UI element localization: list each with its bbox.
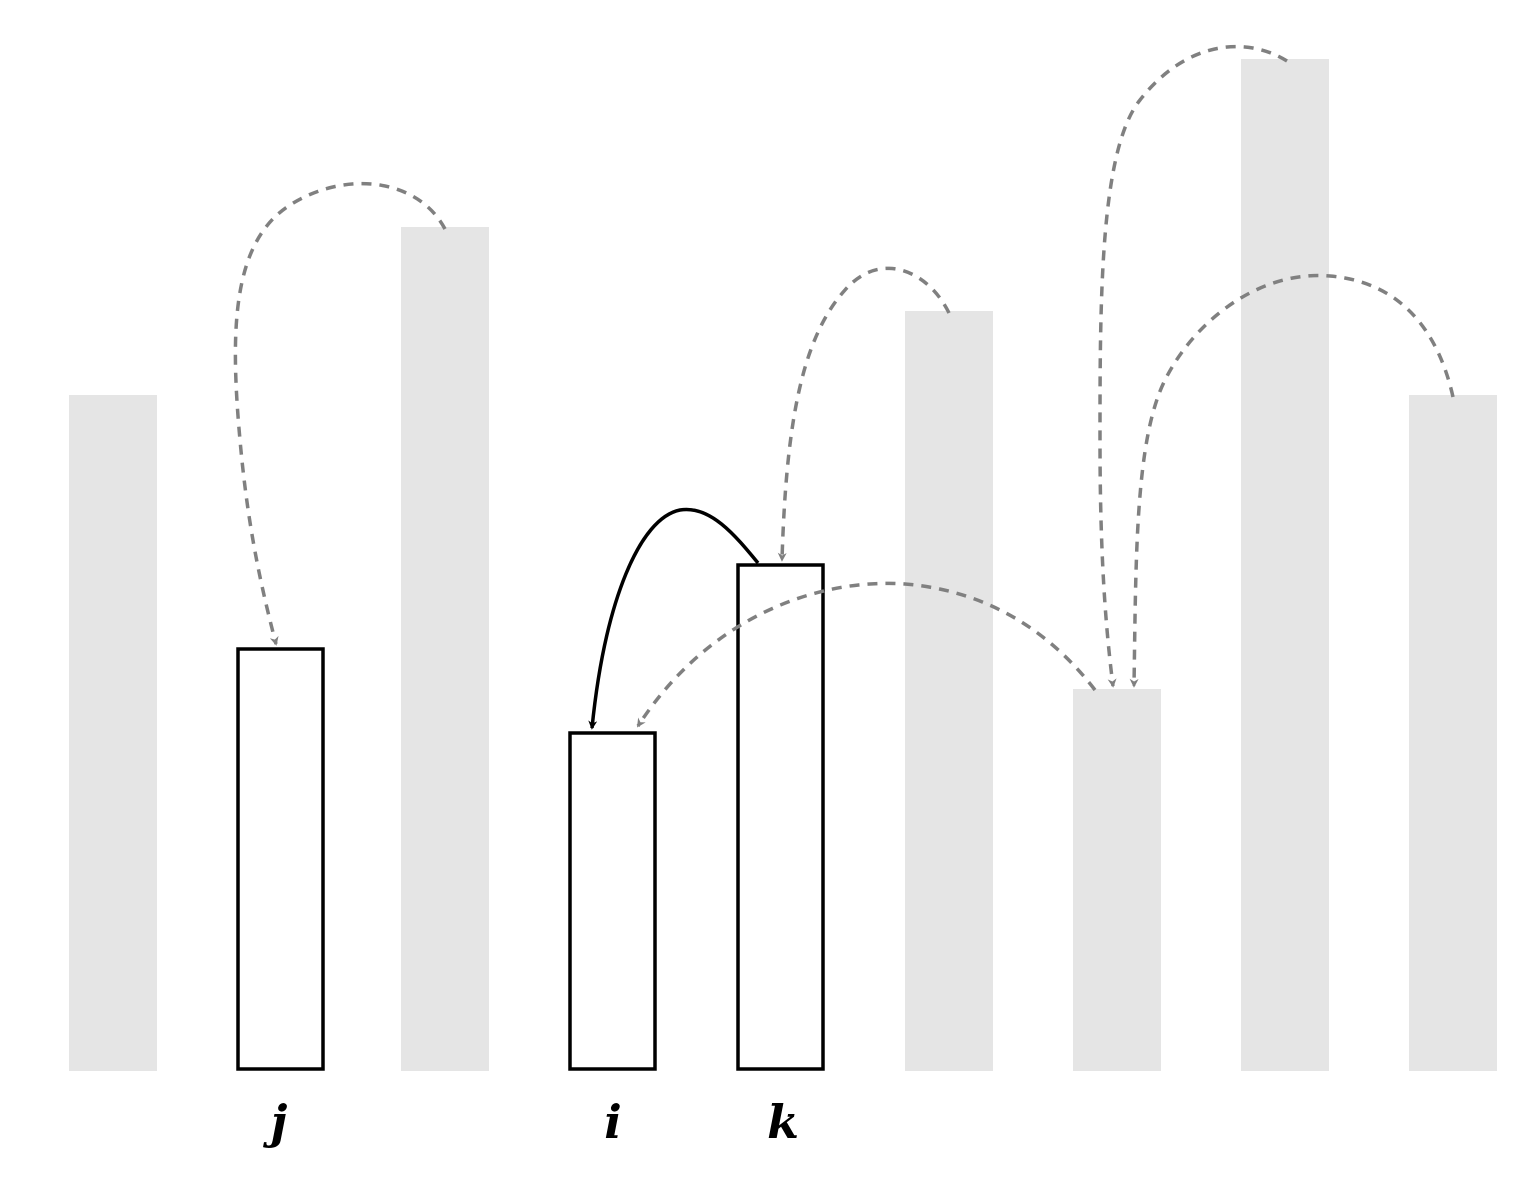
bar-4 [568,731,657,1071]
arrow-bar9-to-bar7 [1129,273,1455,688]
bar-labels: j i k [263,1095,799,1149]
arrow-bar8-to-bar7 [1098,44,1288,688]
label-i: i [604,1095,621,1149]
arrow-bar7-to-bar4 [636,581,1097,728]
bar-5 [736,563,825,1071]
label-j: j [263,1095,288,1149]
bar-2 [236,647,325,1071]
bar-8 [1241,59,1329,1071]
label-k: k [767,1095,799,1149]
bar-7 [1073,689,1161,1071]
bar-3 [401,227,489,1071]
bar-1 [69,395,157,1071]
highlighted-bars [236,563,825,1071]
background-bars [69,59,1497,1071]
dashed-arrows [233,44,1455,728]
arrow-bar5-to-bar4 [588,507,760,730]
arrow-bar6-to-bar5 [777,266,951,562]
bar-6 [905,311,993,1071]
bar-9 [1409,395,1497,1071]
